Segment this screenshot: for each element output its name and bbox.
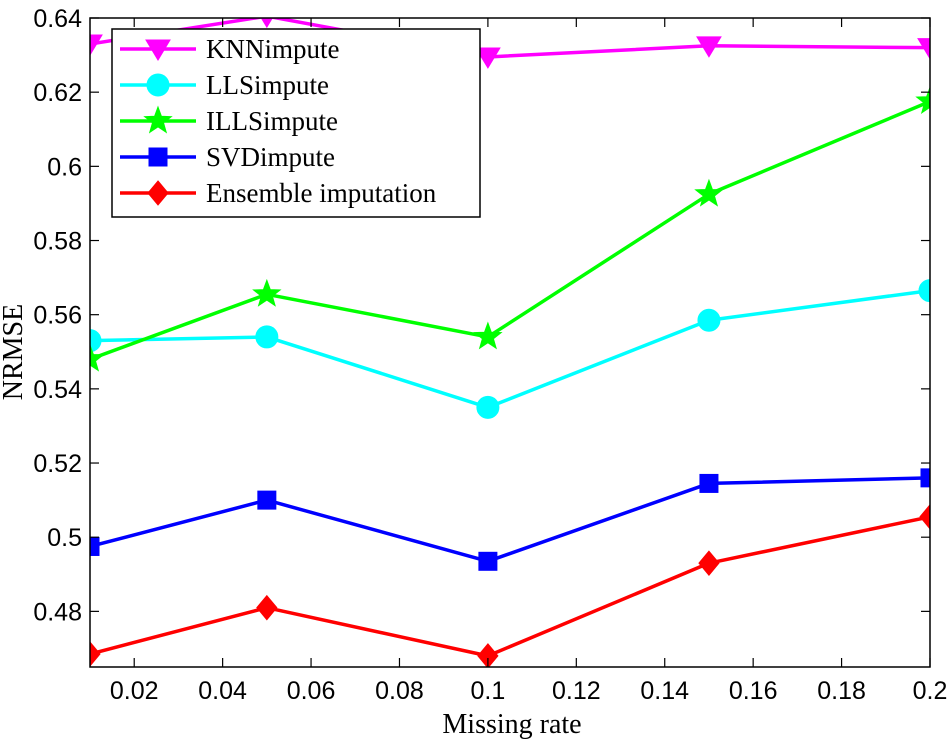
x-tick-label: 0.1	[471, 677, 506, 705]
y-tick-label: 0.5	[47, 524, 82, 552]
y-tick-label: 0.56	[33, 302, 82, 330]
x-tick-label: 0.12	[552, 677, 601, 705]
x-tick-label: 0.18	[817, 677, 866, 705]
data-point-svdimpute	[478, 551, 498, 571]
x-tick-label: 0.04	[198, 677, 247, 705]
y-tick-label: 0.48	[33, 598, 82, 626]
data-point-llsimpute	[918, 279, 930, 303]
data-point-knnimpute	[90, 34, 103, 56]
legend-label-knnimpute: KNNimpute	[206, 34, 340, 64]
series-layer	[90, 18, 930, 667]
series-llsimpute	[90, 279, 930, 419]
y-tick-label: 0.62	[33, 79, 82, 107]
data-point-svdimpute	[90, 536, 100, 556]
legend-marker-ensemble-imputation	[147, 180, 169, 206]
legend-label-svdimpute: SVDimpute	[206, 142, 335, 172]
data-point-knnimpute	[917, 38, 930, 60]
data-point-illsimpute	[90, 343, 105, 372]
series-ensemble-imputation	[90, 504, 930, 667]
x-tick-label: 0.2	[913, 677, 948, 705]
x-tick-label: 0.16	[729, 677, 778, 705]
legend-label-ensemble-imputation: Ensemble imputation	[206, 178, 437, 208]
data-point-illsimpute	[473, 321, 503, 350]
y-tick-label: 0.64	[33, 5, 82, 33]
series-svdimpute	[90, 468, 930, 571]
axis-ticks: 0.02 0.04 0.06 0.08 0.1 0.12 0.14 0.16 0.18 0.2 0.…	[33, 5, 947, 705]
data-point-llsimpute	[476, 395, 500, 419]
data-point-illsimpute	[915, 85, 930, 114]
data-point-illsimpute	[694, 178, 724, 207]
series-illsimpute	[90, 85, 930, 372]
data-point-ensemble-imputation	[477, 643, 499, 667]
legend-marker-illsimpute	[143, 105, 173, 134]
y-tick-label: 0.6	[47, 153, 82, 181]
data-point-svdimpute	[257, 490, 277, 510]
y-axis-title: NRMSE	[0, 304, 29, 400]
plot-frame	[89, 17, 931, 668]
series-knnimpute	[90, 18, 930, 69]
x-tick-label: 0.06	[287, 677, 336, 705]
data-point-ensemble-imputation	[919, 504, 930, 530]
data-point-ensemble-imputation	[256, 594, 278, 621]
data-point-ensemble-imputation	[698, 550, 720, 576]
legend-label-llsimpute: LLSimpute	[206, 70, 329, 100]
data-point-knnimpute	[696, 36, 722, 58]
y-tick-label: 0.54	[33, 376, 82, 404]
legend-marker-svdimpute	[148, 147, 168, 167]
y-tick-label: 0.52	[33, 450, 82, 478]
data-point-knnimpute	[260, 18, 273, 29]
legend-marker-knnimpute	[145, 39, 171, 61]
x-axis-title: Missing rate	[442, 709, 581, 740]
legend-label-illsimpute: ILLSimpute	[206, 106, 338, 136]
data-point-llsimpute	[697, 308, 721, 332]
x-tick-label: 0.02	[110, 677, 159, 705]
data-point-svdimpute	[920, 468, 930, 488]
x-tick-label: 0.08	[375, 677, 424, 705]
data-point-svdimpute	[699, 473, 719, 493]
data-point-knnimpute	[475, 47, 501, 69]
data-point-llsimpute	[255, 325, 279, 349]
data-point-llsimpute	[90, 329, 102, 353]
legend-box	[111, 28, 481, 218]
x-tick-label: 0.14	[640, 677, 689, 705]
legend: KNNimpute LLSimpute ILLSimpute SVDimpute Ens…	[111, 28, 481, 218]
data-point-illsimpute	[252, 278, 282, 307]
legend-marker-llsimpute	[146, 73, 170, 97]
y-tick-label: 0.58	[33, 228, 82, 256]
data-point-ensemble-imputation	[90, 641, 101, 667]
